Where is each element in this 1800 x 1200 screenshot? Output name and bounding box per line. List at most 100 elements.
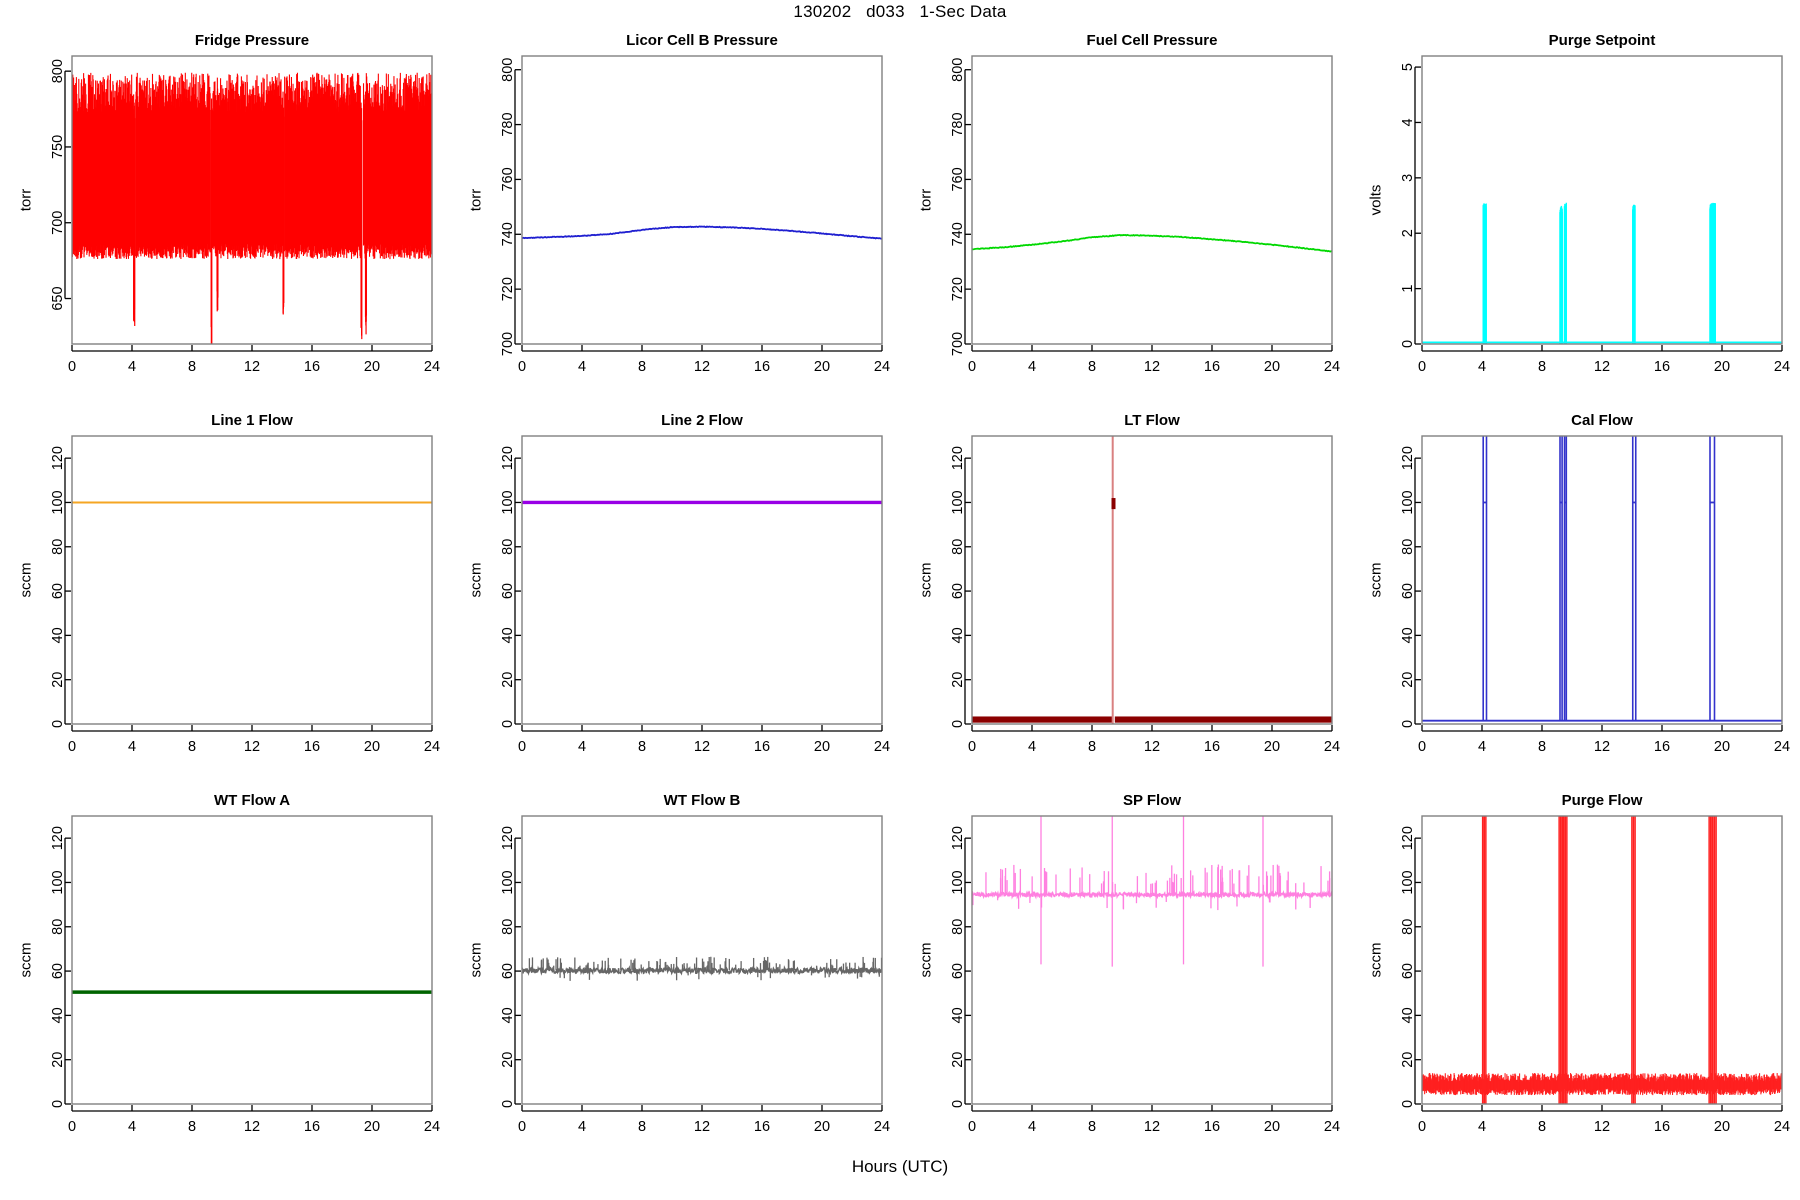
y-tick-label: 80 [50,919,66,935]
y-axis: 0 1 2 3 4 5 [1400,63,1421,348]
panel-grid: Fridge Pressure 650 700 750 800 torr 0 4 8 12 16 20… [0,22,1800,1162]
x-tick-label: 12 [1144,359,1160,375]
plot-area [1422,202,1782,344]
y-tick-label: 20 [50,1052,66,1068]
y-axis: 700 720 740 760 780 800 [500,58,521,356]
y-tick-label: 40 [950,1007,966,1023]
y-tick-label: 700 [500,332,516,356]
y-tick-label: 780 [500,112,516,136]
panel-purge-setpoint: Purge Setpoint 0 1 2 3 4 5 volts 0 4 8 12 16 20 24 [1350,22,1800,402]
x-tick-label: 4 [578,1119,586,1135]
y-tick-label: 100 [50,870,66,894]
y-tick-label: 60 [1400,963,1416,979]
x-tick-label: 12 [1144,739,1160,755]
x-tick-label: 16 [754,359,770,375]
x-tick-label: 20 [1264,1119,1280,1135]
y-tick-label: 780 [950,112,966,136]
x-tick-label: 16 [1654,359,1670,375]
y-tick-label: 120 [50,446,66,470]
x-tick-label: 4 [128,739,136,755]
y-tick-label: 80 [500,539,516,555]
y-tick-label: 20 [950,672,966,688]
panel-licor-cell-b-pressure: Licor Cell B Pressure 700 720 740 760 780 800 t… [450,22,900,402]
y-axis: 0 20 40 60 80 100 120 [1400,826,1421,1108]
panel-lt-flow: LT Flow 0 20 40 60 80 100 120 sccm 0 4 8 12 16 20 24 [900,402,1350,782]
y-tick-label: 100 [500,870,516,894]
panel-title: LT Flow [1124,412,1180,429]
x-tick-label: 16 [1654,1119,1670,1135]
y-tick-label: 40 [50,1007,66,1023]
y-axis-label: sccm [1368,563,1385,598]
x-axis: 0 4 8 12 16 20 24 [968,725,1340,755]
plot-area [1422,436,1782,722]
y-axis: 700 720 740 760 780 800 [950,58,971,356]
panel-title: Licor Cell B Pressure [626,32,778,49]
x-axis: 0 4 8 12 16 20 24 [518,725,890,755]
x-tick-label: 24 [424,359,440,375]
x-tick-label: 0 [518,739,526,755]
panel-line-1-flow: Line 1 Flow 0 20 40 60 80 100 120 sccm 0 4 8 12 16 20 2… [0,402,450,782]
x-tick-label: 16 [304,359,320,375]
panel-title: Purge Flow [1562,792,1643,809]
x-axis: 0 4 8 12 16 20 24 [68,1105,440,1135]
x-axis: 0 4 8 12 16 20 24 [68,725,440,755]
x-axis: 0 4 8 12 16 20 24 [1418,725,1790,755]
x-axis: 0 4 8 12 16 20 24 [518,1105,890,1135]
y-axis-label: volts [1368,185,1385,216]
x-tick-label: 8 [1538,359,1546,375]
x-tick-label: 12 [694,1119,710,1135]
y-tick-label: 60 [950,583,966,599]
x-tick-label: 0 [68,739,76,755]
plot-area [72,72,432,344]
y-tick-label: 0 [1400,720,1416,728]
y-tick-label: 20 [500,672,516,688]
x-tick-label: 0 [68,359,76,375]
panel-title: Fuel Cell Pressure [1087,32,1218,49]
x-tick-label: 0 [968,739,976,755]
y-axis: 0 20 40 60 80 100 120 [500,446,521,728]
y-tick-label: 80 [1400,919,1416,935]
y-axis: 0 20 40 60 80 100 120 [50,826,71,1108]
y-tick-label: 40 [1400,627,1416,643]
y-tick-label: 1 [1400,285,1416,293]
panel-purge-flow: Purge Flow 0 20 40 60 80 100 120 sccm 0 4 8 12 16 20 24 [1350,782,1800,1162]
y-tick-label: 2 [1400,229,1416,237]
plot-area [972,816,1332,967]
panel-title: Purge Setpoint [1549,32,1656,49]
x-tick-label: 12 [694,739,710,755]
x-tick-label: 8 [1538,1119,1546,1135]
x-tick-label: 4 [1478,1119,1486,1135]
y-tick-label: 60 [1400,583,1416,599]
y-axis: 0 20 40 60 80 100 120 [950,446,971,728]
x-tick-label: 4 [1028,739,1036,755]
y-tick-label: 120 [1400,826,1416,850]
y-axis-label: sccm [468,563,485,598]
y-tick-label: 0 [50,720,66,728]
y-tick-label: 120 [500,826,516,850]
panel-fridge-pressure: Fridge Pressure 650 700 750 800 torr 0 4 8 12 16 20… [0,22,450,402]
plot-area [1422,816,1782,1104]
y-tick-label: 60 [50,583,66,599]
plot-area [522,956,882,981]
y-tick-label: 60 [500,963,516,979]
y-tick-label: 700 [950,332,966,356]
x-tick-label: 24 [874,1119,890,1135]
x-axis: 0 4 8 12 16 20 24 [1418,1105,1790,1135]
x-tick-label: 16 [304,739,320,755]
y-tick-label: 20 [1400,1052,1416,1068]
panel-title: Fridge Pressure [195,32,309,49]
x-tick-label: 20 [364,359,380,375]
x-tick-label: 24 [424,1119,440,1135]
figure-x-axis-label: Hours (UTC) [851,1157,949,1176]
plot-area [522,225,882,240]
y-tick-label: 100 [50,490,66,514]
x-tick-label: 8 [638,1119,646,1135]
plot-area [972,233,1332,253]
y-tick-label: 100 [950,870,966,894]
x-tick-label: 12 [244,359,260,375]
x-tick-label: 12 [1144,1119,1160,1135]
x-tick-label: 4 [578,739,586,755]
y-axis-label: sccm [468,943,485,978]
x-tick-label: 12 [244,739,260,755]
